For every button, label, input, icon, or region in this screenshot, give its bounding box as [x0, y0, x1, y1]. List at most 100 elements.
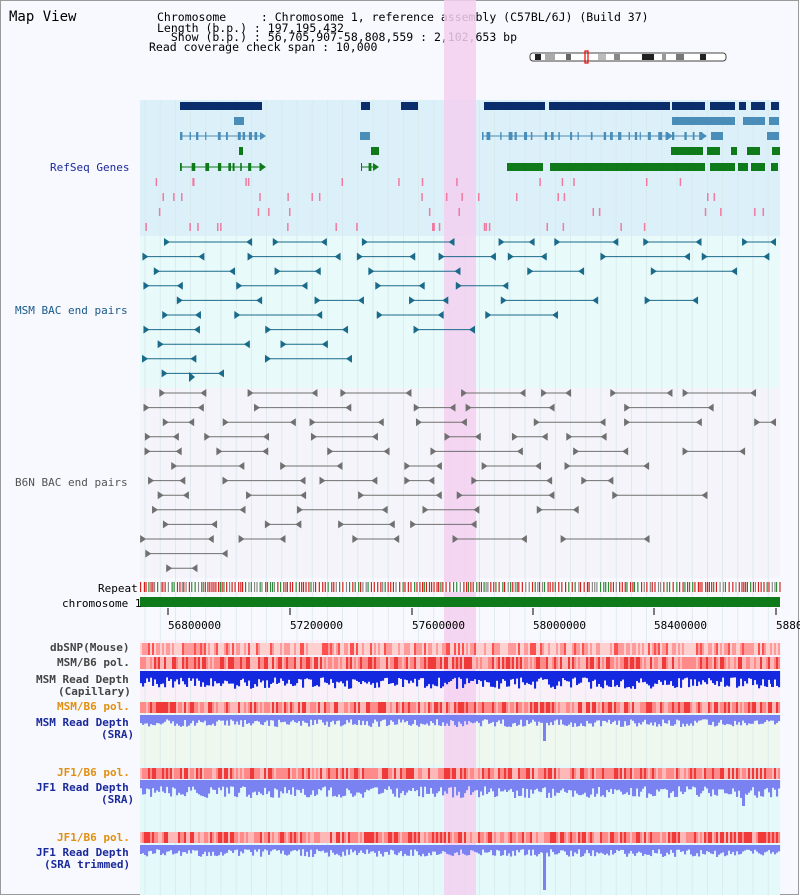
read-depth-bar — [452, 671, 455, 680]
msm-bac-end-marker — [701, 252, 708, 261]
read-depth-bar — [572, 715, 575, 727]
read-depth-bar — [520, 780, 523, 796]
read-depth-bar — [414, 845, 417, 850]
polymorphism-heat-cell — [344, 657, 347, 669]
polymorphism-heat-cell — [654, 768, 657, 779]
polymorphism-heat-cell — [636, 657, 639, 669]
polymorphism-heat-cell — [148, 657, 151, 669]
repeat-mark — [295, 582, 297, 592]
read-depth-bar — [722, 671, 725, 678]
polymorphism-heat-cell — [614, 657, 617, 669]
polymorphism-heat-cell — [176, 657, 179, 669]
polymorphism-heat-cell — [628, 657, 631, 669]
read-depth-bar — [408, 671, 411, 684]
polymorphism-heat-cell — [270, 832, 273, 843]
polymorphism-heat-cell — [166, 657, 169, 669]
polymorphism-heat-cell — [710, 832, 713, 843]
read-depth-bar — [502, 715, 505, 720]
msm-bac-end-marker — [234, 311, 241, 319]
read-depth-bar — [398, 715, 401, 720]
read-depth-bar — [714, 780, 717, 795]
read-depth-bar — [698, 780, 701, 797]
read-depth-bar — [588, 845, 591, 854]
polymorphism-heat-cell — [736, 768, 739, 779]
read-depth-bar — [728, 715, 731, 725]
read-depth-bar — [512, 780, 515, 792]
repeat-mark — [256, 582, 258, 592]
polymorphism-heat-cell — [494, 702, 497, 713]
polymorphism-heat-cell — [666, 768, 669, 779]
track-label-b6n-bac[interactable]: B6N BAC end pairs — [15, 476, 128, 489]
polymorphism-heat-cell — [198, 657, 201, 669]
read-depth-bar — [422, 671, 425, 679]
polymorphism-heat-cell — [772, 702, 775, 713]
read-depth-bar — [468, 671, 471, 684]
polymorphism-heat-cell — [738, 768, 741, 779]
repeat-mark — [651, 582, 653, 592]
read-depth-bar — [218, 671, 221, 684]
polymorphism-heat-cell — [450, 768, 453, 779]
refseq-pseudogene-mark — [421, 178, 424, 186]
read-depth-bar — [372, 715, 375, 724]
read-depth-bar — [430, 671, 433, 689]
read-depth-bar — [586, 715, 589, 721]
read-depth-bar — [408, 715, 411, 725]
repeat-mark — [449, 582, 451, 592]
repeat-mark — [738, 582, 740, 592]
polymorphism-heat-cell — [368, 768, 371, 779]
msm-bac-end-marker — [507, 252, 514, 261]
polymorphism-heat-cell — [188, 832, 191, 843]
read-depth-bar — [616, 845, 619, 850]
polymorphism-heat-cell — [706, 768, 709, 779]
read-depth-bar — [400, 780, 403, 794]
polymorphism-heat-cell — [458, 657, 461, 669]
read-depth-bar — [778, 715, 781, 722]
read-depth-bar — [406, 780, 409, 793]
track-label-msm-bac[interactable]: MSM BAC end pairs — [15, 304, 128, 317]
b6n-bac-end-marker — [520, 535, 527, 543]
polymorphism-heat-cell — [168, 768, 171, 779]
refseq-pseudogene-mark — [193, 178, 195, 186]
polymorphism-heat-cell — [702, 643, 705, 655]
polymorphism-heat-cell — [558, 643, 561, 655]
read-depth-bar — [644, 780, 647, 787]
polymorphism-heat-cell — [624, 832, 627, 843]
b6n-bac-end-marker — [191, 564, 198, 573]
polymorphism-heat-cell — [570, 702, 573, 713]
read-depth-bar — [152, 845, 155, 854]
polymorphism-heat-cell — [170, 768, 173, 779]
read-depth-bar — [486, 671, 489, 683]
polymorphism-heat-cell — [234, 657, 237, 669]
read-depth-bar — [412, 780, 415, 789]
repeat-mark — [502, 582, 504, 592]
repeat-mark — [157, 582, 159, 592]
polymorphism-heat-cell — [572, 643, 575, 655]
read-depth-bar — [174, 715, 177, 726]
msm-bac-end-marker — [418, 281, 425, 290]
polymorphism-heat-cell — [164, 702, 167, 713]
polymorphism-heat-cell — [610, 643, 613, 655]
read-depth-bar — [516, 671, 519, 679]
read-depth-bar — [430, 715, 433, 722]
track-label-refseq[interactable]: RefSeq Genes — [50, 161, 130, 174]
read-depth-bar — [260, 671, 263, 683]
repeat-mark — [771, 582, 773, 592]
polymorphism-heat-cell — [592, 768, 595, 779]
msm-bac-end-marker — [342, 325, 349, 334]
read-depth-bar — [546, 671, 549, 680]
polymorphism-heat-cell — [364, 832, 367, 843]
polymorphism-heat-cell — [724, 832, 727, 843]
read-depth-bar — [578, 780, 581, 796]
read-depth-bar — [480, 780, 483, 792]
polymorphism-heat-cell — [214, 702, 217, 713]
repeat-mark — [419, 582, 421, 592]
polymorphism-heat-cell — [478, 768, 481, 779]
read-depth-bar — [722, 845, 725, 853]
read-depth-bar — [340, 845, 343, 857]
ideogram-band — [700, 54, 706, 60]
read-depth-bar — [738, 780, 741, 791]
polymorphism-heat-cell — [540, 702, 543, 713]
polymorphism-heat-cell — [212, 643, 215, 655]
polymorphism-heat-cell — [606, 768, 609, 779]
